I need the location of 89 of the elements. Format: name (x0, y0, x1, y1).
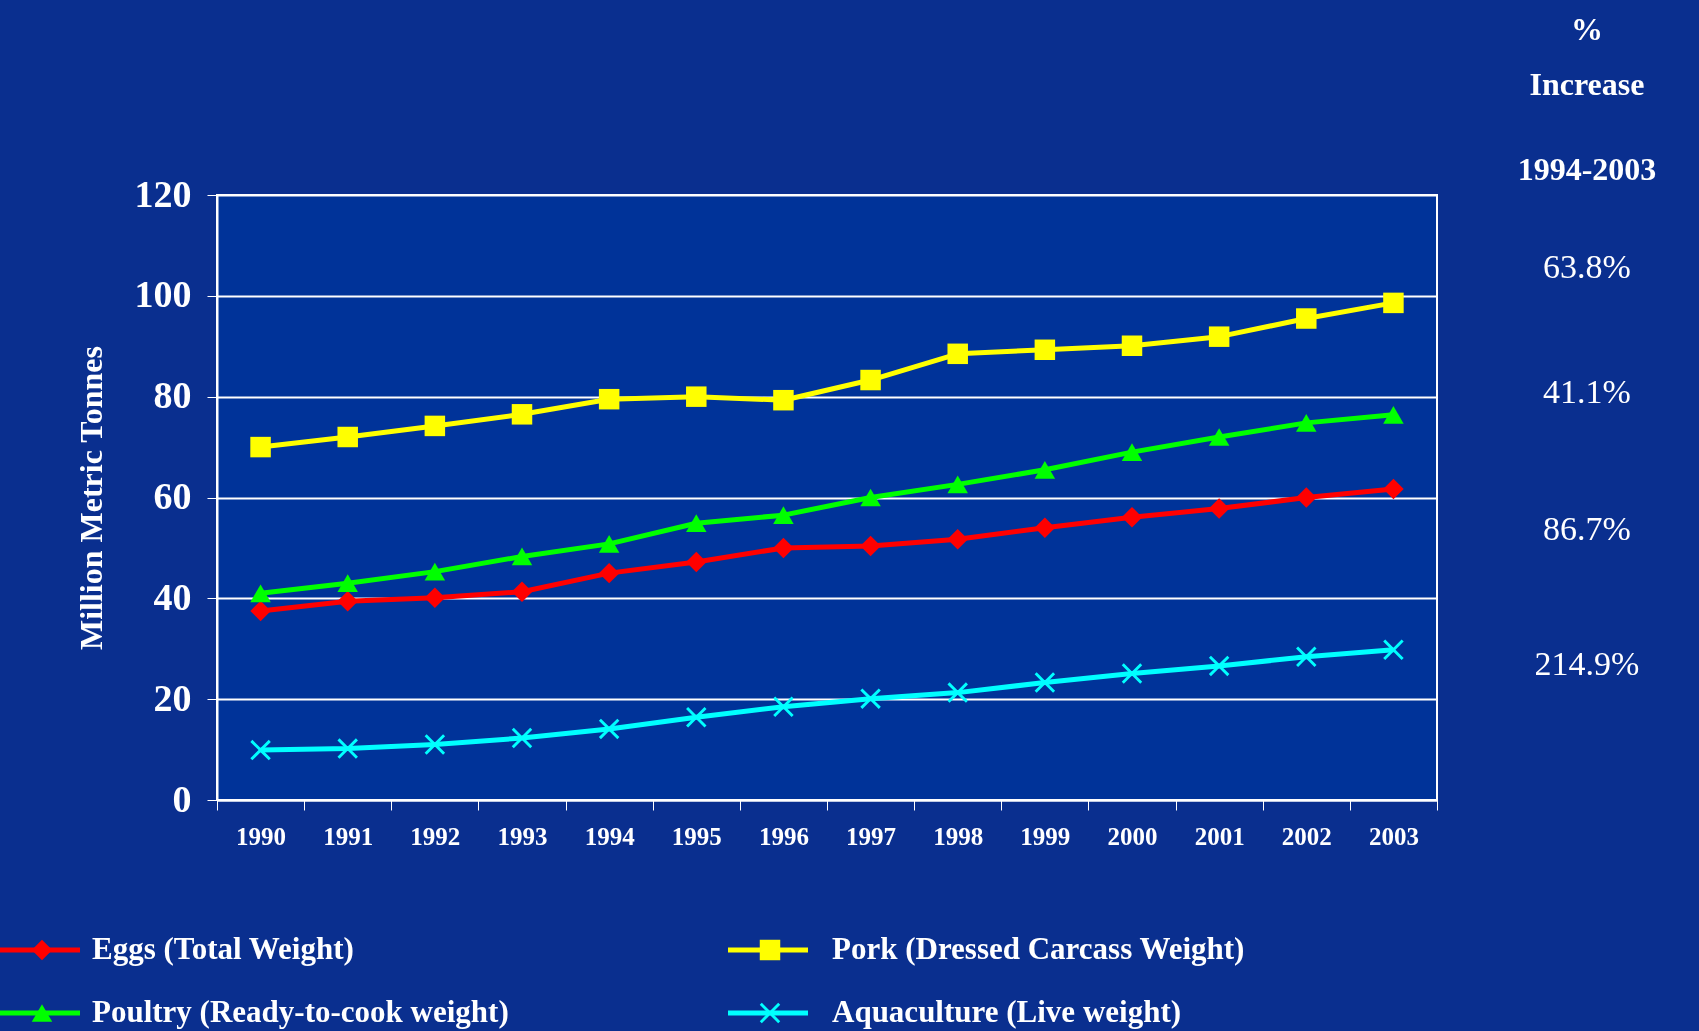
x-tick-label: 1991 (323, 822, 374, 850)
point (773, 506, 794, 525)
point (947, 343, 968, 365)
point (1296, 646, 1317, 668)
point (860, 535, 881, 557)
x-tick-label: 2003 (1368, 822, 1419, 850)
point (1121, 443, 1143, 461)
y-tick-label: 0 (172, 777, 192, 820)
point (511, 547, 533, 566)
legend-label: Eggs (Total Weight) (92, 931, 354, 966)
x-tick-label: 1992 (410, 822, 461, 850)
legend-label: Aquaculture (Live weight) (832, 994, 1182, 1029)
x-tick-label: 1996 (758, 822, 809, 850)
x-tick-label: 1998 (933, 822, 984, 850)
y-tick-label: 40 (153, 575, 192, 618)
point (773, 389, 794, 411)
x-tick-label: 1997 (846, 822, 897, 850)
text: Increase (1529, 66, 1645, 102)
point (511, 581, 533, 603)
text: % (1571, 11, 1603, 47)
point (511, 404, 533, 425)
point (1208, 655, 1230, 677)
point (250, 436, 271, 458)
point (686, 707, 707, 728)
point (598, 718, 620, 740)
x-tick-label: 1990 (236, 822, 287, 850)
point (511, 727, 533, 749)
text: 63.8% (1543, 248, 1631, 285)
point (1034, 672, 1056, 693)
point (250, 600, 271, 622)
point (424, 415, 446, 437)
point (337, 426, 358, 448)
text: 86.7% (1543, 510, 1631, 547)
x-tick-label: 1994 (584, 822, 636, 850)
point (1383, 292, 1404, 314)
x-tick-label: 1993 (497, 822, 548, 850)
point (337, 591, 358, 612)
y-tick-label: 120 (134, 172, 192, 215)
point (1034, 460, 1056, 479)
text: 1994-2003 (1517, 151, 1657, 187)
point (686, 514, 707, 533)
point (773, 537, 794, 559)
point (860, 488, 881, 507)
point (598, 535, 620, 553)
point (1121, 335, 1143, 356)
point (337, 738, 358, 759)
point (860, 688, 881, 709)
point (598, 562, 620, 584)
point (947, 682, 968, 703)
text: 41.1% (1543, 373, 1631, 410)
point (1121, 663, 1143, 684)
point (424, 734, 446, 755)
point (1296, 414, 1317, 432)
y-tick-label: 100 (134, 273, 192, 316)
point (1121, 506, 1143, 528)
point (947, 529, 968, 550)
point (1208, 326, 1230, 347)
point (1208, 498, 1230, 519)
point (598, 388, 620, 410)
point (1208, 428, 1230, 446)
point (1034, 339, 1056, 361)
legend-label: Pork (Dressed Carcass Weight) (832, 931, 1245, 966)
x-tick-label: 1999 (1020, 822, 1071, 850)
point (686, 386, 707, 407)
point (1383, 478, 1404, 500)
point (860, 369, 881, 391)
y-tick-label: 20 (153, 676, 192, 719)
point (1383, 639, 1404, 661)
point (424, 587, 446, 609)
point (424, 562, 446, 581)
point (337, 574, 358, 593)
y-tick-label: 80 (153, 374, 192, 417)
point (1034, 517, 1056, 538)
point (1383, 405, 1404, 424)
point (1296, 487, 1317, 508)
point (250, 584, 271, 603)
point (773, 696, 794, 717)
legend-label: Poultry (Ready-to-cook weight) (92, 994, 509, 1029)
text: 214.9% (1534, 645, 1640, 682)
x-tick-label: 2000 (1107, 822, 1158, 850)
x-tick-label: 2001 (1194, 822, 1245, 850)
y-axis-title: Million Metric Tonnes (72, 346, 109, 650)
y-tick-label: 60 (153, 475, 192, 517)
x-tick-label: 2002 (1281, 822, 1332, 850)
point (686, 551, 707, 573)
x-tick-label: 1995 (671, 822, 722, 850)
point (1296, 308, 1317, 329)
point (947, 475, 968, 494)
point (250, 739, 271, 761)
